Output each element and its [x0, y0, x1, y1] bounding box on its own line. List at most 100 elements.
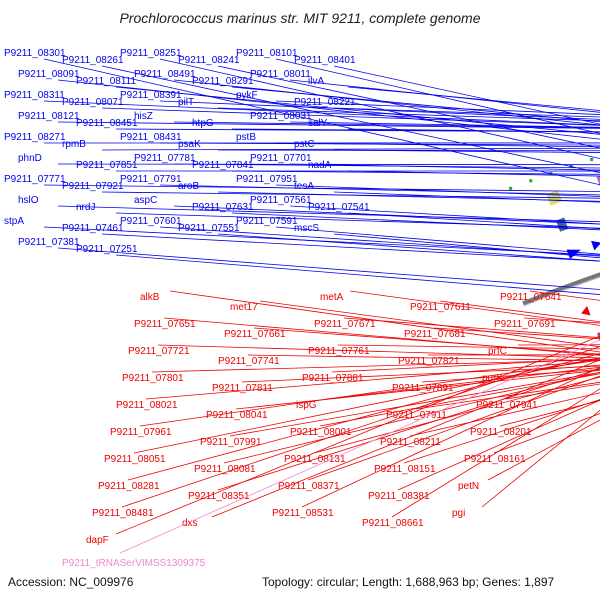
reverse-gene-label[interactable]: P9211_08161: [464, 454, 526, 465]
forward-gene-label[interactable]: P9211_08221: [294, 97, 356, 108]
reverse-gene-label[interactable]: P9211_07681: [404, 329, 466, 340]
reverse-gene-label[interactable]: metA: [320, 292, 344, 303]
forward-gene-label[interactable]: P9211_08491: [134, 69, 196, 80]
forward-gene-label[interactable]: P9211_07251: [76, 244, 138, 255]
reverse-gene-label[interactable]: P9211_07911: [386, 410, 447, 421]
forward-gene-label[interactable]: aspC: [134, 195, 157, 206]
reverse-gene-label[interactable]: dxs: [182, 518, 198, 529]
forward-gene-label[interactable]: P9211_07851: [76, 160, 138, 171]
reverse-gene-label[interactable]: P9211_07891: [392, 383, 454, 394]
reverse-gene-label[interactable]: prfC: [488, 346, 507, 357]
reverse-gene-label[interactable]: pgi: [452, 508, 465, 519]
reverse-gene-label[interactable]: P9211_08371: [278, 481, 340, 492]
forward-gene-label[interactable]: P9211_08241: [178, 55, 240, 66]
reverse-gene-label[interactable]: P9211_08381: [368, 491, 430, 502]
forward-gene-label[interactable]: pilT: [178, 97, 194, 108]
forward-gene-label[interactable]: P9211_08311: [4, 90, 65, 101]
reverse-gene-label[interactable]: met17: [230, 302, 258, 313]
reverse-gene-label[interactable]: P9211_08531: [272, 508, 334, 519]
forward-gene-label[interactable]: P9211_08031: [250, 111, 312, 122]
reverse-gene-label[interactable]: purK: [482, 373, 503, 384]
forward-gene-label[interactable]: P9211_08291: [192, 76, 254, 87]
reverse-gene-label[interactable]: dapF: [86, 535, 109, 546]
reverse-gene-label[interactable]: P9211_07801: [122, 373, 184, 384]
reverse-gene-label[interactable]: P9211_07671: [314, 319, 376, 330]
forward-gene-label[interactable]: mscS: [294, 223, 319, 234]
forward-gene-label[interactable]: P9211_07561: [250, 195, 312, 206]
reverse-gene-label[interactable]: P9211_08481: [92, 508, 154, 519]
reverse-gene-label[interactable]: P9211_07811: [212, 383, 273, 394]
reverse-gene-label[interactable]: P9211_07961: [110, 427, 172, 438]
forward-gene-label[interactable]: salY: [308, 118, 328, 129]
forward-gene-label[interactable]: hslO: [18, 195, 39, 206]
forward-gene-label[interactable]: ilvA: [308, 76, 324, 87]
forward-gene-label[interactable]: P9211_08011: [250, 69, 311, 80]
forward-gene-label[interactable]: P9211_07921: [62, 181, 124, 192]
forward-gene-label[interactable]: nadA: [308, 160, 332, 171]
forward-gene-label[interactable]: P9211_08071: [62, 97, 124, 108]
reverse-gene-label[interactable]: P9211_08351: [188, 491, 250, 502]
forward-gene-label[interactable]: P9211_07951: [236, 174, 298, 185]
reverse-gene-label[interactable]: P9211_07611: [410, 302, 471, 313]
forward-gene-label[interactable]: rpmB: [62, 139, 86, 150]
forward-gene-label[interactable]: P9211_07461: [62, 223, 124, 234]
forward-gene-label[interactable]: P9211_08391: [120, 90, 182, 101]
forward-gene-label[interactable]: P9211_07591: [236, 216, 298, 227]
forward-gene-label[interactable]: P9211_08301: [4, 48, 66, 59]
forward-gene-label[interactable]: P9211_07791: [120, 174, 182, 185]
forward-gene-label[interactable]: nrdJ: [76, 202, 95, 213]
forward-gene-label[interactable]: aroB: [178, 181, 199, 192]
reverse-gene-label[interactable]: P9211_07641: [500, 292, 562, 303]
forward-gene-label[interactable]: P9211_07381: [18, 237, 80, 248]
forward-gene-label[interactable]: P9211_07841: [192, 160, 254, 171]
reverse-gene-label[interactable]: P9211_07661: [224, 329, 286, 340]
forward-gene-label[interactable]: P9211_07701: [250, 153, 312, 164]
forward-gene-label[interactable]: pstC: [294, 139, 315, 150]
reverse-gene-label[interactable]: P9211_08661: [362, 518, 424, 529]
forward-gene-label[interactable]: P9211_07541: [308, 202, 370, 213]
forward-gene-label[interactable]: P9211_08121: [18, 111, 80, 122]
reverse-gene-label[interactable]: alkB: [140, 292, 160, 303]
reverse-gene-label[interactable]: P9211_07691: [494, 319, 556, 330]
reverse-gene-label[interactable]: P9211_08281: [98, 481, 160, 492]
reverse-gene-label[interactable]: P9211_08211: [380, 437, 441, 448]
reverse-gene-label[interactable]: P9211_08001: [290, 427, 352, 438]
reverse-gene-label[interactable]: petN: [458, 481, 479, 492]
forward-gene-label[interactable]: htpG: [192, 118, 214, 129]
forward-gene-label[interactable]: P9211_08251: [120, 48, 182, 59]
forward-gene-label[interactable]: P9211_07631: [192, 202, 254, 213]
forward-gene-label[interactable]: P9211_08401: [294, 55, 356, 66]
forward-gene-label[interactable]: stpA: [4, 216, 24, 227]
reverse-gene-label[interactable]: ispG: [296, 400, 317, 411]
forward-gene-label[interactable]: P9211_07781: [134, 153, 196, 164]
forward-gene-label[interactable]: tesA: [294, 181, 314, 192]
forward-gene-label[interactable]: pykF: [236, 90, 258, 101]
reverse-gene-label[interactable]: P9211_08051: [104, 454, 166, 465]
forward-gene-label[interactable]: psaK: [178, 139, 201, 150]
forward-gene-label[interactable]: P9211_08271: [4, 132, 66, 143]
reverse-gene-label[interactable]: P9211_08021: [116, 400, 178, 411]
reverse-gene-label[interactable]: P9211_07651: [134, 319, 196, 330]
forward-gene-label[interactable]: pstB: [236, 132, 256, 143]
reverse-gene-label[interactable]: P9211_07721: [128, 346, 190, 357]
forward-gene-label[interactable]: P9211_08261: [62, 55, 124, 66]
reverse-gene-label[interactable]: P9211_07741: [218, 356, 280, 367]
forward-gene-label[interactable]: hisZ: [134, 111, 153, 122]
forward-gene-label[interactable]: P9211_08431: [120, 132, 182, 143]
reverse-gene-label[interactable]: P9211_07761: [308, 346, 370, 357]
reverse-gene-label[interactable]: P9211_07941: [476, 400, 538, 411]
reverse-gene-label[interactable]: P9211_07821: [398, 356, 460, 367]
reverse-gene-label[interactable]: P9211_08201: [470, 427, 532, 438]
forward-gene-label[interactable]: P9211_07601: [120, 216, 182, 227]
forward-gene-label[interactable]: phnD: [18, 153, 42, 164]
forward-gene-label[interactable]: P9211_07771: [4, 174, 66, 185]
reverse-gene-label[interactable]: P9211_07881: [302, 373, 364, 384]
forward-gene-label[interactable]: P9211_07551: [178, 223, 240, 234]
reverse-gene-label[interactable]: P9211_08041: [206, 410, 268, 421]
forward-gene-label[interactable]: P9211_08101: [236, 48, 298, 59]
forward-gene-label[interactable]: P9211_08111: [76, 76, 136, 87]
rna-gene-label[interactable]: P9211_tRNASerVIMSS1309375: [62, 558, 206, 569]
forward-gene-label[interactable]: P9211_08091: [18, 69, 80, 80]
reverse-gene-label[interactable]: P9211_08151: [374, 464, 436, 475]
reverse-gene-label[interactable]: P9211_08081: [194, 464, 256, 475]
